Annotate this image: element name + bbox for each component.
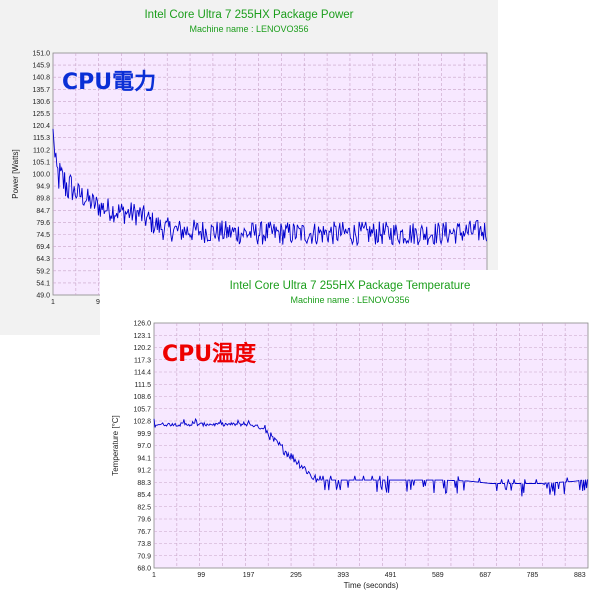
y-tick-label: 64.3: [36, 256, 50, 263]
y-tick-label: 59.2: [36, 268, 50, 275]
chart-subtitle: Machine name : LENOVO356: [189, 24, 308, 34]
y-tick-label: 145.9: [32, 63, 50, 70]
temperature-chart: Intel Core Ultra 7 255HX Package Tempera…: [111, 280, 589, 590]
y-tick-label: 120.4: [32, 123, 50, 130]
y-tick-label: 126.0: [133, 321, 151, 328]
y-axis-label: Temperature [°C]: [111, 415, 120, 476]
y-tick-label: 70.9: [137, 553, 151, 560]
chart-title: Intel Core Ultra 7 255HX Package Tempera…: [230, 280, 471, 292]
y-tick-label: 79.6: [137, 517, 151, 524]
y-tick-label: 102.8: [133, 419, 151, 426]
y-tick-label: 54.1: [36, 280, 50, 287]
y-tick-label: 151.0: [32, 51, 50, 58]
y-tick-label: 125.5: [32, 111, 50, 118]
y-tick-label: 88.3: [137, 480, 151, 487]
y-tick-label: 105.7: [133, 406, 151, 413]
y-tick-label: 84.7: [36, 208, 50, 215]
y-tick-label: 105.1: [32, 159, 50, 166]
y-tick-label: 100.0: [32, 172, 50, 179]
y-tick-label: 94.9: [36, 184, 50, 191]
y-axis-label: Power [Watts]: [11, 149, 20, 199]
y-tick-label: 89.8: [36, 196, 50, 203]
series-line: [52, 128, 487, 247]
x-tick-label: 687: [479, 572, 491, 579]
y-tick-label: 99.9: [137, 431, 151, 438]
y-tick-label: 85.4: [137, 492, 151, 499]
y-tick-label: 94.1: [137, 455, 151, 462]
y-tick-label: 111.5: [135, 382, 152, 389]
x-tick-label: 99: [197, 572, 205, 579]
y-tick-label: 120.2: [133, 345, 151, 352]
series-line: [153, 417, 588, 497]
x-tick-label: 393: [337, 572, 349, 579]
y-tick-label: 76.7: [137, 529, 151, 536]
y-tick-label: 140.8: [32, 75, 50, 82]
y-tick-label: 108.6: [133, 394, 151, 401]
y-tick-label: 69.4: [36, 244, 50, 251]
power-chart: Intel Core Ultra 7 255HX Package Power Ma…: [11, 9, 488, 306]
x-tick-label: 9: [96, 299, 100, 306]
y-tick-label: 82.5: [137, 504, 151, 511]
x-tick-label: 197: [243, 572, 255, 579]
x-tick-label: 491: [385, 572, 397, 579]
y-tick-label: 68.0: [137, 566, 151, 573]
x-tick-label: 589: [432, 572, 444, 579]
y-tick-label: 74.5: [36, 232, 50, 239]
y-tick-label: 114.4: [134, 370, 151, 377]
x-tick-label: 1: [51, 299, 55, 306]
y-tick-label: 97.0: [137, 443, 151, 450]
x-tick-label: 883: [574, 572, 586, 579]
x-tick-label: 1: [152, 572, 156, 579]
y-tick-label: 115.3: [33, 135, 50, 142]
y-tick-label: 79.6: [36, 220, 50, 227]
y-tick-label: 117.3: [134, 357, 151, 364]
y-tick-label: 123.1: [133, 333, 151, 340]
y-tick-label: 135.7: [32, 87, 50, 94]
temperature-chart-panel: Intel Core Ultra 7 255HX Package Tempera…: [100, 270, 600, 605]
y-tick-label: 91.2: [137, 468, 151, 475]
temperature-overlay-label: CPU温度: [162, 342, 257, 367]
power-overlay-label: CPU電力: [62, 70, 157, 95]
chart-subtitle: Machine name : LENOVO356: [290, 295, 409, 305]
x-tick-label: 785: [527, 572, 539, 579]
y-tick-label: 130.6: [32, 99, 50, 106]
x-axis-label: Time (seconds): [344, 581, 399, 590]
chart-title: Intel Core Ultra 7 255HX Package Power: [144, 9, 353, 21]
y-tick-label: 49.0: [36, 293, 50, 300]
y-tick-label: 73.8: [137, 541, 151, 548]
y-tick-label: 110.2: [33, 147, 50, 154]
x-tick-label: 295: [290, 572, 302, 579]
